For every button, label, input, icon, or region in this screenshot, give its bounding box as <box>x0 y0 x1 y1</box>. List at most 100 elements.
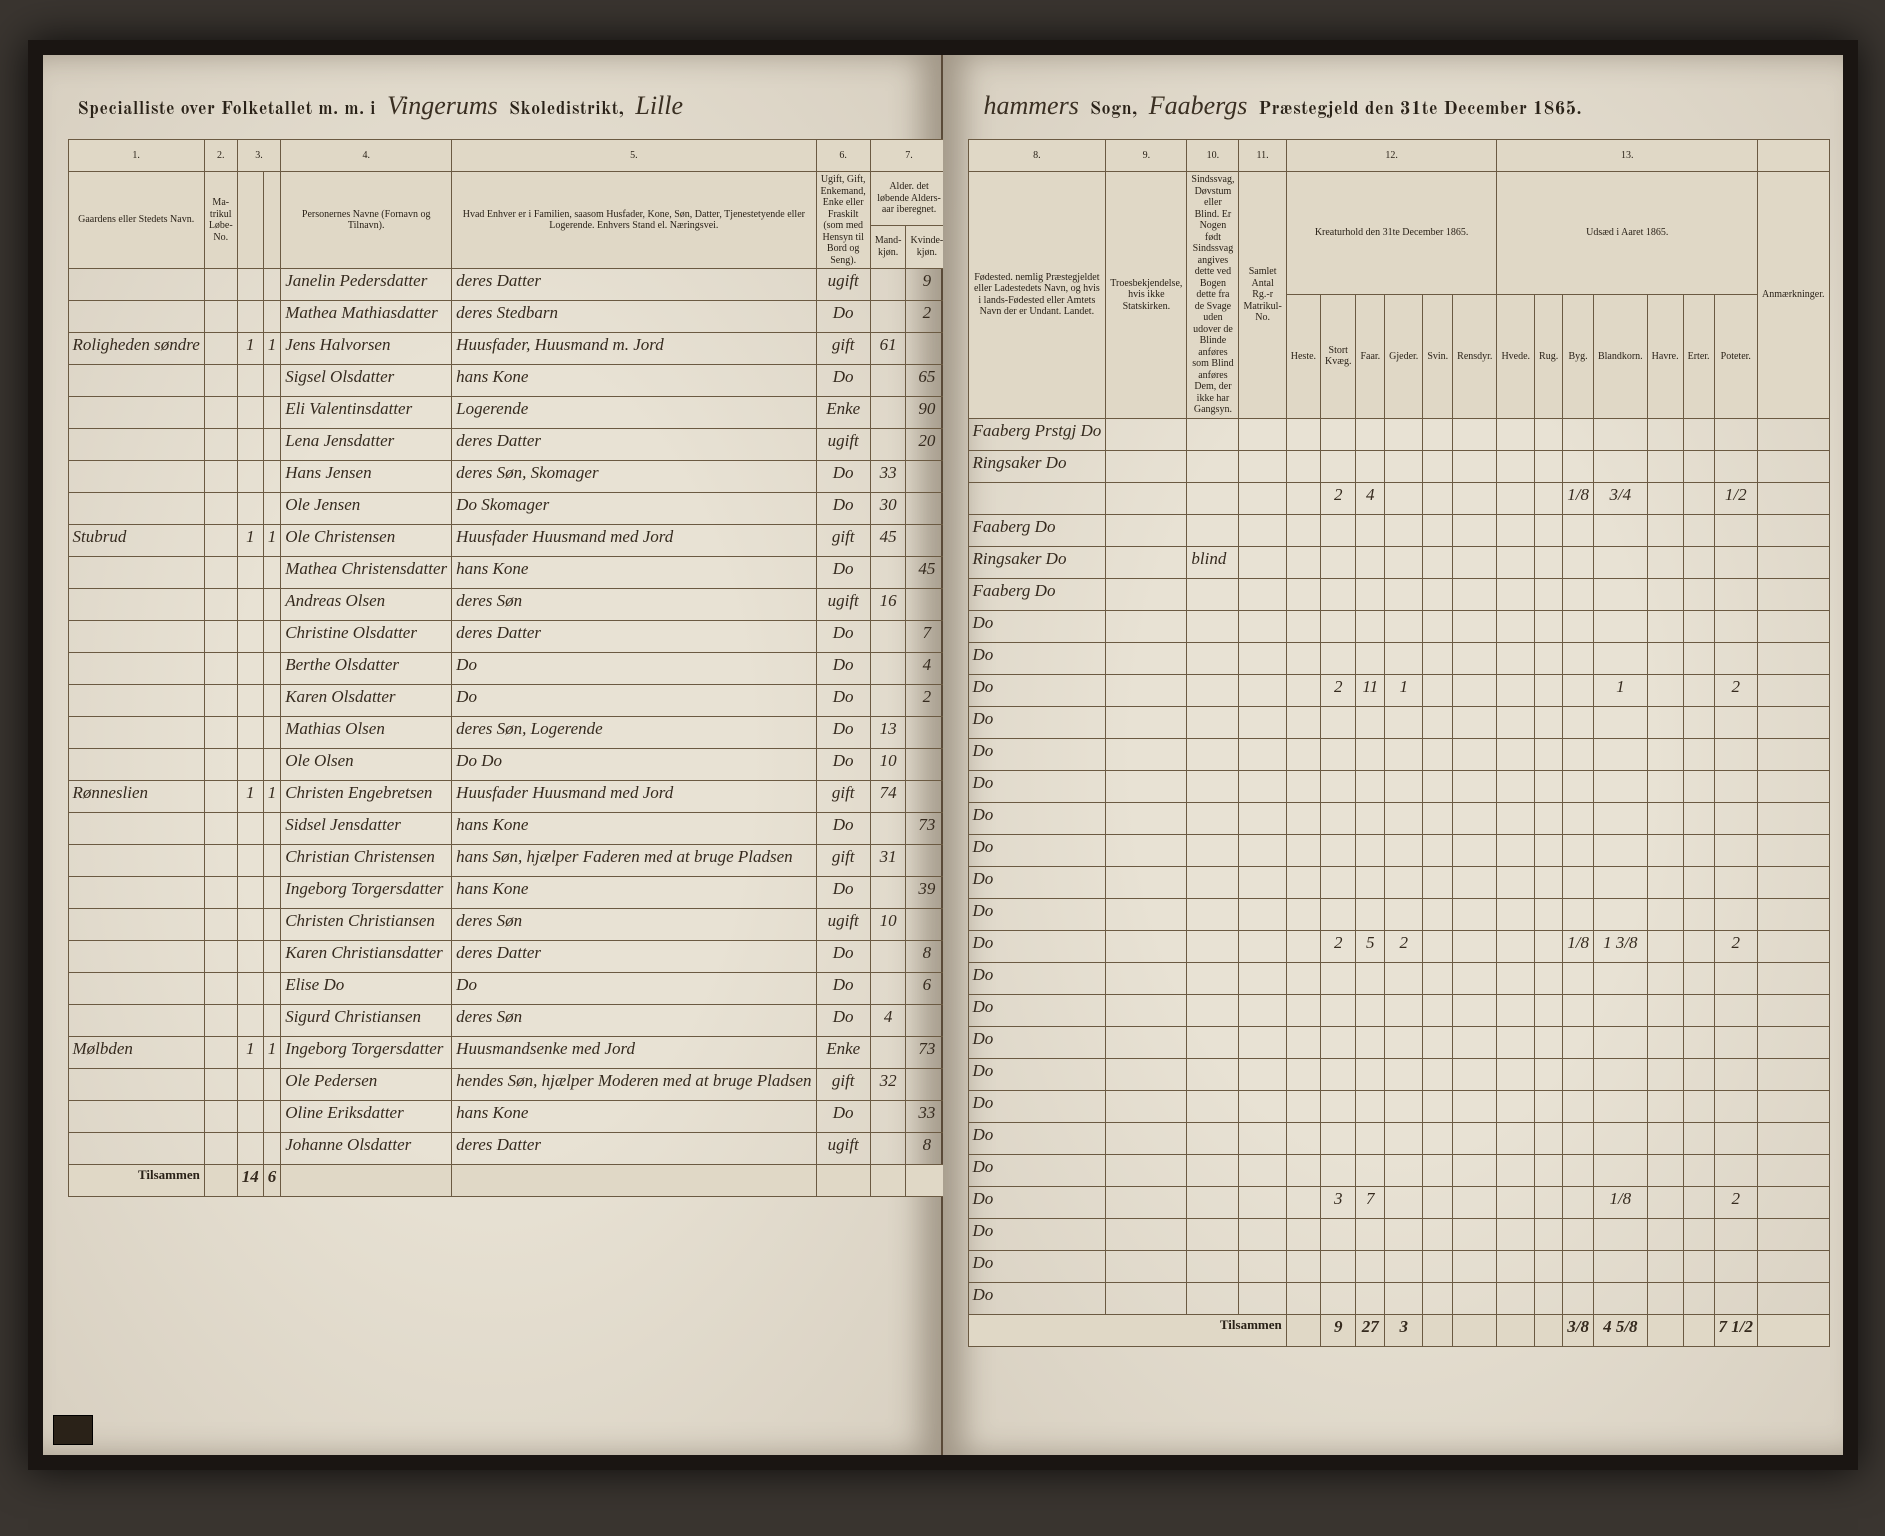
cell-krea-5 <box>1453 578 1497 610</box>
cell-hush <box>263 909 281 941</box>
cell-stand: Huusfader Huusmand med Jord <box>452 781 816 813</box>
cell-krea-3 <box>1385 418 1423 450</box>
cell-krea-3 <box>1385 1058 1423 1090</box>
cell-krea-1 <box>1321 802 1356 834</box>
cell-krea-2: 5 <box>1356 930 1385 962</box>
cell-krea-1: 3 <box>1321 1186 1356 1218</box>
cell-uds-2 <box>1563 1026 1594 1058</box>
cell-sted: Do <box>968 994 1106 1026</box>
cell-krea-3 <box>1385 642 1423 674</box>
cell-bebodde <box>237 813 263 845</box>
cell-uds-0 <box>1497 1282 1535 1314</box>
cell-hush <box>263 749 281 781</box>
cell-uds-3 <box>1593 834 1647 866</box>
cell-uds-5 <box>1683 1186 1714 1218</box>
table-row: Do <box>968 1154 1829 1186</box>
cell-uds-1 <box>1535 962 1563 994</box>
cell-krea-4 <box>1423 1090 1453 1122</box>
cell-kk: 20 <box>906 429 948 461</box>
header-script-prstgj: Faabergs <box>1143 91 1254 120</box>
table-row: Do <box>968 1058 1829 1090</box>
table-row: Ringsaker Do <box>968 450 1829 482</box>
cell-uds-1 <box>1535 1058 1563 1090</box>
cell-uds-5 <box>1683 674 1714 706</box>
table-row: Berthe OlsdatterDoDo4 <box>68 653 948 685</box>
cell-krea-2 <box>1356 450 1385 482</box>
cell-samlet <box>1239 1282 1286 1314</box>
cell-sivil: Do <box>816 1005 870 1037</box>
cell-uds-5 <box>1683 514 1714 546</box>
cell-anm <box>1758 546 1830 578</box>
cell-stand: Do <box>452 653 816 685</box>
cell-mk <box>870 813 906 845</box>
cell-uds-1 <box>1535 1154 1563 1186</box>
hdr-bland: Blandkorn. <box>1593 295 1647 418</box>
cell-sivil: gift <box>816 845 870 877</box>
cell-stand: Do Skomager <box>452 493 816 525</box>
cell-uds-5 <box>1683 482 1714 514</box>
cell-tro <box>1106 994 1187 1026</box>
cell-uds-5 <box>1683 1122 1714 1154</box>
cell-krea-4 <box>1423 1122 1453 1154</box>
cell-sivil: Do <box>816 749 870 781</box>
cell-uds-0 <box>1497 834 1535 866</box>
cell-hush <box>263 429 281 461</box>
cell-gaard: Stubrud <box>68 525 204 557</box>
cell-sted: Do <box>968 866 1106 898</box>
cell-anm <box>1758 1122 1830 1154</box>
tot-u6: 7 1/2 <box>1714 1314 1757 1346</box>
cell-matrikul <box>204 589 237 621</box>
cell-sivil: Enke <box>816 397 870 429</box>
cell-hush <box>263 301 281 333</box>
cell-stand: deres Stedbarn <box>452 301 816 333</box>
cell-krea-0 <box>1286 482 1320 514</box>
cell-tro <box>1106 1026 1187 1058</box>
cell-uds-5 <box>1683 1026 1714 1058</box>
cell-navn: Jens Halvorsen <box>281 333 452 365</box>
cell-mk <box>870 877 906 909</box>
hdr-udsad: Udsæd i Aaret 1865. <box>1497 172 1758 295</box>
cell-uds-3 <box>1593 1122 1647 1154</box>
cell-tro <box>1106 1282 1187 1314</box>
cell-uds-6 <box>1714 1250 1757 1282</box>
thumb-tab <box>53 1415 93 1445</box>
cell-krea-1 <box>1321 418 1356 450</box>
census-book: Specialliste over Folketallet m. m. i Vi… <box>28 40 1858 1470</box>
cell-krea-3 <box>1385 1186 1423 1218</box>
hdr-hvede: Hvede. <box>1497 295 1535 418</box>
cell-uds-4 <box>1647 610 1683 642</box>
cell-sted: Do <box>968 834 1106 866</box>
hdr-rensdyr: Rensdyr. <box>1453 295 1497 418</box>
cell-matrikul <box>204 909 237 941</box>
cell-sind: blind <box>1187 546 1239 578</box>
cell-krea-0 <box>1286 546 1320 578</box>
cell-mk: 32 <box>870 1069 906 1101</box>
cell-sted: Faaberg Do <box>968 578 1106 610</box>
cell-uds-5 <box>1683 994 1714 1026</box>
cell-sind <box>1187 1186 1239 1218</box>
hdr-erter: Erter. <box>1683 295 1714 418</box>
hdr-kvinde: Kvinde-kjøn. <box>906 225 948 268</box>
cell-samlet <box>1239 642 1286 674</box>
cell-uds-3 <box>1593 1218 1647 1250</box>
cell-samlet <box>1239 898 1286 930</box>
cell-uds-6 <box>1714 1154 1757 1186</box>
cell-gaard <box>68 621 204 653</box>
cell-bebodde: 1 <box>237 333 263 365</box>
cell-krea-0 <box>1286 994 1320 1026</box>
cell-kk: 2 <box>906 685 948 717</box>
cell-krea-2 <box>1356 1122 1385 1154</box>
cell-krea-2 <box>1356 546 1385 578</box>
cell-uds-3 <box>1593 1154 1647 1186</box>
cell-uds-5 <box>1683 962 1714 994</box>
cell-krea-1 <box>1321 866 1356 898</box>
cell-krea-3 <box>1385 514 1423 546</box>
cell-uds-3: 1/8 <box>1593 1186 1647 1218</box>
cell-bebodde <box>237 589 263 621</box>
cell-bebodde: 1 <box>237 1037 263 1069</box>
cell-uds-4 <box>1647 482 1683 514</box>
cell-hush <box>263 717 281 749</box>
cell-sind <box>1187 1154 1239 1186</box>
cell-sivil: Do <box>816 621 870 653</box>
cell-krea-3: 2 <box>1385 930 1423 962</box>
